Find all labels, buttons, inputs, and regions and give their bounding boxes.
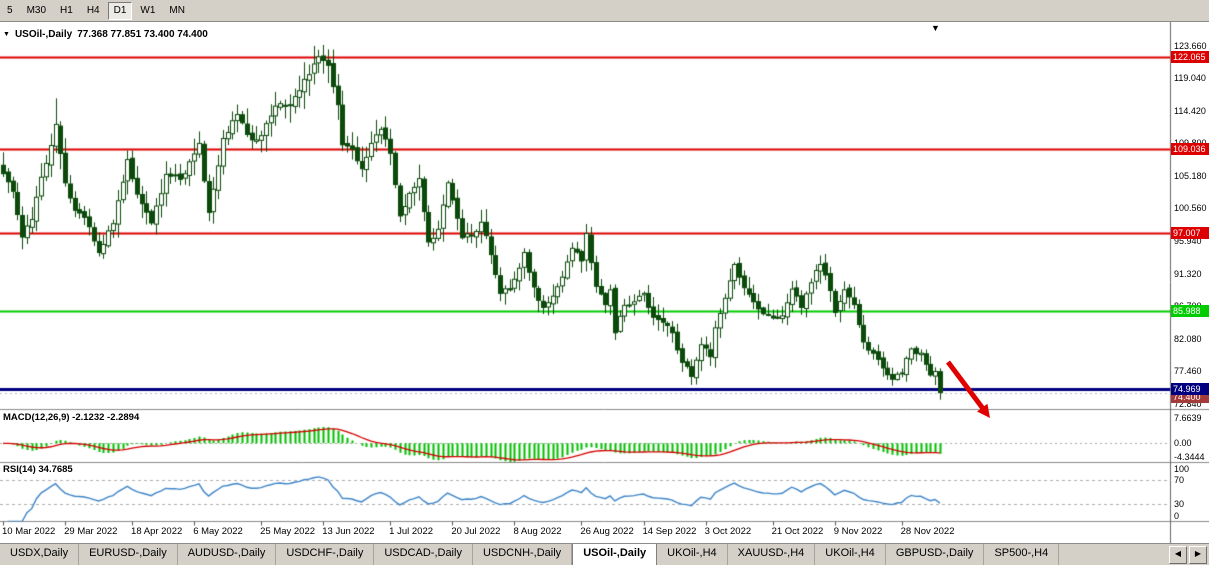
tab-xauusd-h4[interactable]: XAUUSD-,H4 (727, 544, 816, 565)
tab-audusd-daily[interactable]: AUDUSD-,Daily (177, 544, 277, 565)
tab-usdx-daily[interactable]: USDX,Daily (0, 544, 80, 565)
tab-scroll-left-button[interactable]: ◀ (1169, 545, 1187, 564)
tab-usdcnh-daily[interactable]: USDCNH-,Daily (472, 544, 573, 565)
tab-scroll-right-button[interactable]: ▶ (1189, 545, 1207, 564)
timeframe-button-5[interactable]: 5 (1, 1, 19, 20)
tab-usdcad-daily[interactable]: USDCAD-,Daily (374, 544, 473, 565)
tab-gbpusd-daily[interactable]: GBPUSD-,Daily (885, 544, 985, 565)
timeframe-button-d1[interactable]: D1 (107, 1, 133, 20)
timeframe-button-mn[interactable]: MN (163, 1, 191, 20)
tab-eurusd-daily[interactable]: EURUSD-,Daily (79, 544, 178, 565)
timeframe-button-h4[interactable]: H4 (80, 1, 106, 20)
timeframe-button-w1[interactable]: W1 (134, 1, 162, 20)
price-chart-canvas[interactable] (0, 22, 1209, 543)
tab-ukoil-h4[interactable]: UKOil-,H4 (657, 544, 728, 565)
tab-sp500-h4[interactable]: SP500-,H4 (984, 544, 1060, 565)
symbol-tabbar: USDX,Daily EURUSD-,Daily AUDUSD-,Daily USDC… (0, 543, 1209, 565)
tab-ukoil-h4-2[interactable]: UKOil-,H4 (815, 544, 886, 565)
tab-nav: ◀ ▶ (1169, 544, 1209, 565)
timeframe-button-m30[interactable]: M30 (20, 1, 53, 20)
timeframe-button-h1[interactable]: H1 (54, 1, 79, 20)
timeframe-toolbar: 5 M30 H1 H4 D1 W1 MN (0, 0, 1209, 22)
tab-usdchf-daily[interactable]: USDCHF-,Daily (276, 544, 375, 565)
chart-region: ▼ USOil-,Daily 77.368 77.851 73.400 74.4… (0, 22, 1209, 543)
tab-usoil-daily[interactable]: USOil-,Daily (572, 544, 658, 565)
